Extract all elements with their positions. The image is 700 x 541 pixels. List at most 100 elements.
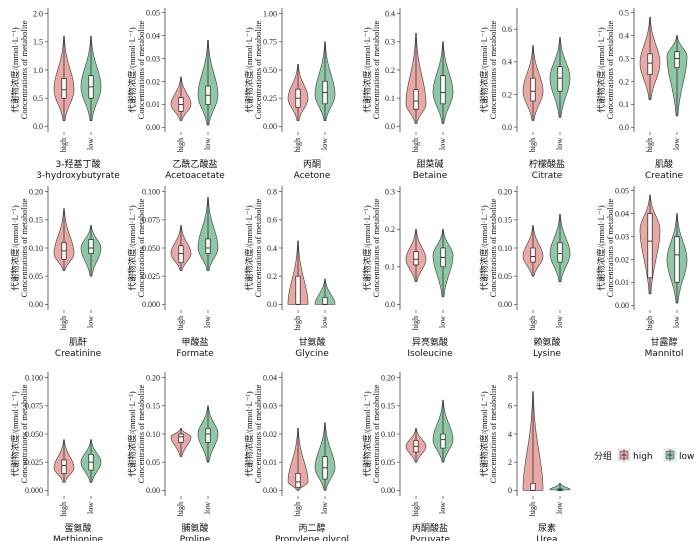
x-tick-label: low bbox=[555, 316, 564, 328]
y-tick-label: 0.0 bbox=[33, 122, 43, 131]
panel-urea: 0 2 4 6 8 代谢物浓度/(mmol·L⁻¹) Concentrations of m… bbox=[479, 372, 571, 541]
y-tick-label: 0.01 bbox=[146, 100, 160, 109]
y-axis-title-en: Concentrations of metabolite bbox=[488, 20, 498, 119]
y-axis-title-en: Concentrations of metabolite bbox=[136, 198, 146, 297]
metabolite-name-cn: 尿素 bbox=[538, 522, 556, 534]
x-tick-label: low bbox=[86, 316, 95, 328]
x-tick-label: low bbox=[555, 138, 564, 150]
y-tick-label: 0.100 bbox=[25, 373, 43, 382]
box-low bbox=[205, 428, 211, 443]
x-tick-label: low bbox=[203, 138, 212, 150]
y-tick-label: 0.5 bbox=[33, 94, 43, 103]
metabolite-name-cn: 赖氨酸 bbox=[533, 336, 560, 348]
y-tick-label: 0.05 bbox=[29, 272, 43, 281]
y-axis-title-cn: 代谢物浓度/(mmol·L⁻¹) bbox=[362, 205, 372, 291]
y-axis-title-en: Concentrations of metabolite bbox=[371, 20, 381, 119]
y-tick-label: 1.0 bbox=[33, 66, 43, 75]
y-tick-label: 0.00 bbox=[263, 486, 277, 495]
x-tick-label: low bbox=[320, 502, 329, 514]
x-tick-label: high bbox=[645, 316, 654, 330]
x-tick-label: low bbox=[555, 502, 564, 514]
panel-creatine: 0.0 0.1 0.2 0.3 0.4 0.5 代谢物浓度/(mmol·L⁻¹) Concen… bbox=[596, 8, 688, 181]
x-tick-label: low bbox=[320, 316, 329, 328]
box-low bbox=[674, 236, 680, 283]
x-tick-label: high bbox=[645, 138, 654, 152]
metabolite-name-cn: 乙酰乙酸盐 bbox=[172, 158, 217, 170]
y-axis-title-cn: 代谢物浓度/(mmol·L⁻¹) bbox=[596, 205, 606, 291]
legend: 分组 high low bbox=[594, 448, 694, 462]
y-tick-label: 0.2 bbox=[502, 90, 512, 99]
panel-proline: 0.00 0.05 0.10 0.15 0.20 代谢物浓度/(mmol·L⁻¹) Conc… bbox=[127, 372, 219, 541]
box-high bbox=[647, 53, 653, 75]
box-low bbox=[674, 51, 680, 69]
panel-mannitol: 0.00 0.01 0.02 0.03 0.04 0.05 代谢物浓度/(mmol·L⁻¹)… bbox=[596, 186, 688, 359]
y-tick-label: 0.0 bbox=[502, 123, 512, 132]
x-tick-label: low bbox=[86, 502, 95, 514]
y-axis-title-en: Concentrations of metabolite bbox=[19, 198, 29, 297]
y-tick-label: 0.5 bbox=[619, 8, 629, 17]
box-low bbox=[440, 75, 446, 105]
box-high bbox=[61, 78, 67, 99]
y-tick-label: 0.03 bbox=[263, 402, 277, 411]
legend-title: 分组 bbox=[594, 450, 612, 462]
legend-key-high bbox=[617, 448, 631, 462]
legend-label: low bbox=[679, 452, 694, 462]
y-tick-label: 0.03 bbox=[146, 54, 160, 63]
box-high bbox=[413, 251, 419, 266]
y-tick-label: 1.00 bbox=[263, 9, 277, 18]
x-tick-label: low bbox=[203, 502, 212, 514]
y-tick-label: 0.025 bbox=[142, 272, 160, 281]
metabolite-name-en: Glycine bbox=[295, 349, 329, 359]
y-axis-title-cn: 代谢物浓度/(mmol·L⁻¹) bbox=[244, 391, 254, 477]
y-axis-title-en: Concentrations of metabolite bbox=[605, 20, 615, 119]
metabolite-name-en: Proline bbox=[180, 535, 211, 541]
y-tick-label: 1.5 bbox=[33, 38, 43, 47]
y-tick-label: 0.4 bbox=[502, 58, 512, 67]
y-tick-label: 0.00 bbox=[263, 122, 277, 131]
y-axis-title-cn: 代谢物浓度/(mmol·L⁻¹) bbox=[596, 27, 606, 113]
panel-acetone: 0.00 0.25 0.50 0.75 1.00 代谢物浓度/(mmol·L⁻¹) Conc… bbox=[244, 8, 336, 181]
y-axis-title-en: Concentrations of metabolite bbox=[253, 198, 263, 297]
y-tick-label: 0.3 bbox=[385, 38, 395, 47]
metabolite-name-cn: 3-羟基丁酸 bbox=[56, 158, 101, 170]
metabolite-name-en: Creatine bbox=[645, 171, 684, 181]
x-tick-label: high bbox=[176, 138, 185, 152]
y-axis-title-en: Concentrations of metabolite bbox=[253, 20, 263, 119]
y-tick-label: 0.050 bbox=[142, 244, 160, 253]
y-tick-label: 0.075 bbox=[142, 216, 160, 225]
y-axis-title-cn: 代谢物浓度/(mmol·L⁻¹) bbox=[362, 27, 372, 113]
x-tick-label: high bbox=[59, 138, 68, 152]
y-tick-label: 0.1 bbox=[385, 263, 395, 272]
y-tick-label: 8 bbox=[508, 373, 512, 382]
box-low bbox=[322, 296, 328, 305]
metabolite-name-en: Pyruvate bbox=[410, 535, 451, 541]
y-tick-label: 0.25 bbox=[263, 94, 277, 103]
metabolite-name-en: Lysine bbox=[533, 349, 561, 359]
panel-glycine: 0.0 0.2 0.4 0.6 0.8 代谢物浓度/(mmol·L⁻¹) Concentra… bbox=[244, 186, 336, 359]
y-tick-label: 0.2 bbox=[385, 225, 395, 234]
y-tick-label: 0.0 bbox=[619, 123, 629, 132]
box-low bbox=[205, 238, 211, 254]
y-tick-label: 0.04 bbox=[146, 31, 160, 40]
y-tick-label: 0.00 bbox=[146, 123, 160, 132]
metabolite-name-cn: 异亮氨酸 bbox=[412, 336, 448, 348]
box-high bbox=[295, 473, 301, 488]
y-tick-label: 6 bbox=[508, 402, 512, 411]
x-tick-label: high bbox=[176, 502, 185, 516]
metabolite-name-cn: 丙酮 bbox=[303, 159, 321, 170]
x-tick-label: low bbox=[672, 138, 681, 150]
y-tick-label: 0.01 bbox=[263, 458, 277, 467]
y-axis-title-en: Concentrations of metabolite bbox=[488, 198, 498, 297]
y-tick-label: 0.04 bbox=[615, 209, 629, 218]
y-tick-label: 0.00 bbox=[29, 300, 43, 309]
x-tick-label: high bbox=[528, 138, 537, 152]
metabolite-name-en: Methionine bbox=[53, 535, 103, 541]
panel-creatinine: 0.00 0.05 0.10 0.15 0.20 代谢物浓度/(mmol·L⁻¹) Conc… bbox=[10, 186, 102, 359]
x-tick-label: high bbox=[411, 502, 420, 516]
y-tick-label: 0.10 bbox=[381, 430, 395, 439]
box-low bbox=[440, 433, 446, 449]
y-tick-label: 0.20 bbox=[381, 373, 395, 382]
box-high bbox=[295, 275, 301, 305]
panel-3-hydroxybutyrate: 0.0 0.5 1.0 1.5 2.0 代谢物浓度/(mmol·L⁻¹) Concentra… bbox=[10, 8, 120, 181]
metabolite-name-en: Propylene glycol bbox=[275, 535, 349, 541]
